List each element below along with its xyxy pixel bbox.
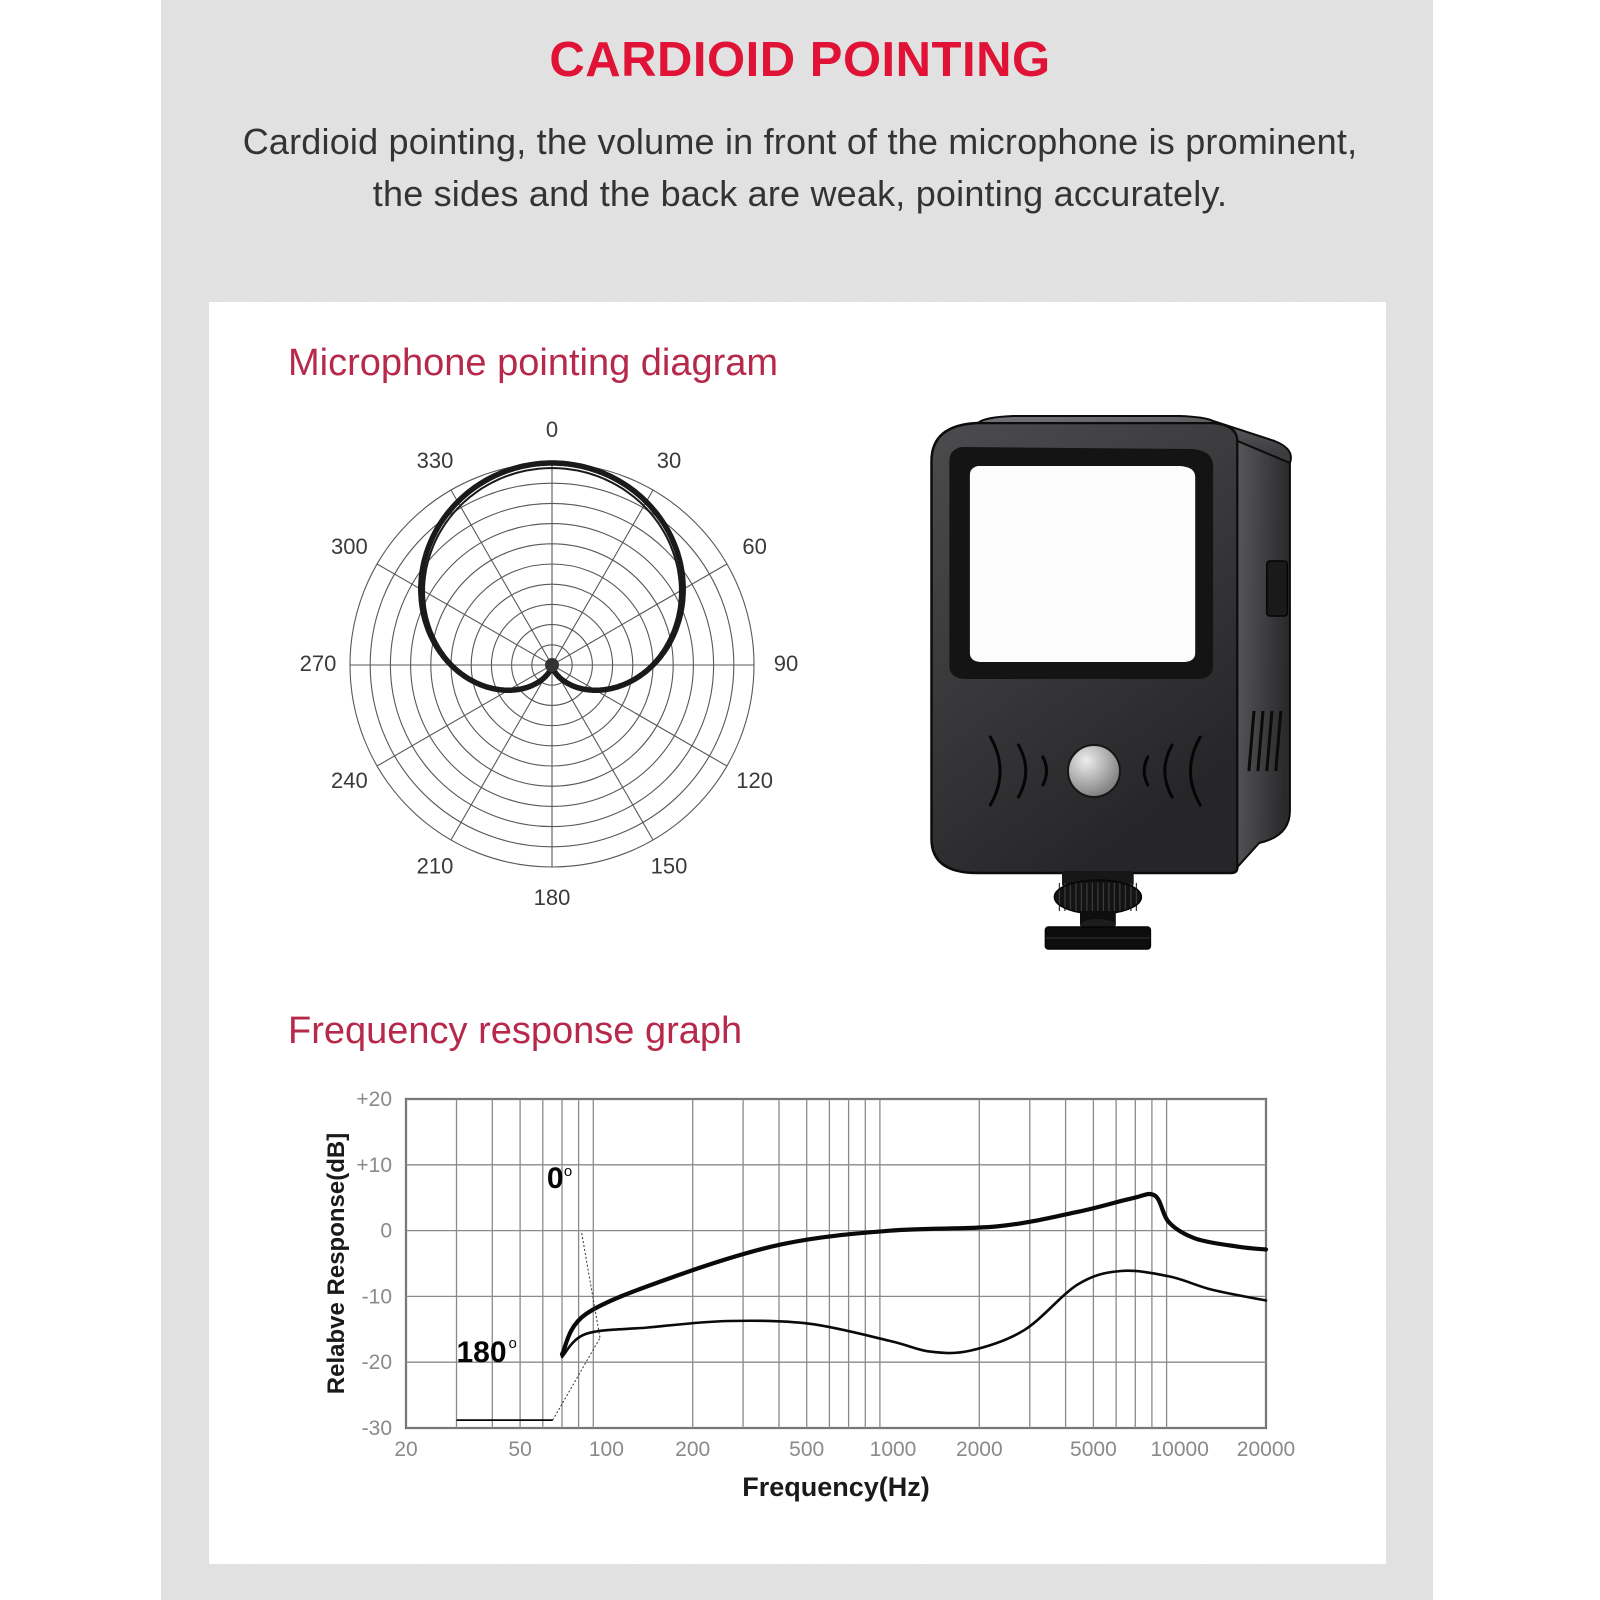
svg-text:100: 100 [589,1438,624,1461]
svg-text:2000: 2000 [956,1438,1003,1461]
svg-text:330: 330 [417,448,454,473]
svg-text:210: 210 [417,853,454,878]
svg-text:500: 500 [789,1438,824,1461]
svg-text:270: 270 [300,651,337,676]
svg-text:180: 180 [534,885,571,910]
svg-text:+10: +10 [356,1154,392,1177]
svg-text:-30: -30 [362,1417,392,1440]
svg-text:50: 50 [508,1438,531,1461]
svg-text:1000: 1000 [870,1438,917,1461]
svg-text:-10: -10 [362,1285,392,1308]
svg-text:180: 180 [457,1336,507,1369]
svg-text:300: 300 [331,534,368,559]
svg-text:20: 20 [394,1438,417,1461]
svg-text:200: 200 [675,1438,710,1461]
svg-text:20000: 20000 [1237,1438,1295,1461]
svg-text:o: o [509,1335,517,1352]
svg-text:150: 150 [651,853,688,878]
svg-text:90: 90 [774,651,798,676]
svg-text:5000: 5000 [1070,1438,1117,1461]
svg-text:o: o [564,1163,572,1180]
svg-text:0: 0 [547,1162,564,1195]
svg-text:240: 240 [331,768,368,793]
svg-text:0: 0 [546,417,558,442]
svg-text:+20: +20 [356,1088,392,1111]
svg-text:10000: 10000 [1150,1438,1208,1461]
svg-text:30: 30 [657,448,681,473]
svg-text:Frequency(Hz): Frequency(Hz) [742,1472,930,1502]
svg-text:120: 120 [736,768,773,793]
svg-text:60: 60 [742,534,766,559]
svg-text:Relabve Response(dB]: Relabve Response(dB] [323,1133,350,1394]
svg-text:0: 0 [380,1220,392,1243]
svg-text:-20: -20 [362,1351,392,1374]
